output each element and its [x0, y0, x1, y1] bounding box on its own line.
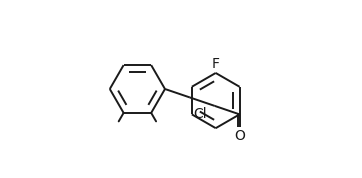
- Text: F: F: [212, 57, 220, 71]
- Text: O: O: [234, 129, 245, 143]
- Text: Cl: Cl: [194, 107, 207, 121]
